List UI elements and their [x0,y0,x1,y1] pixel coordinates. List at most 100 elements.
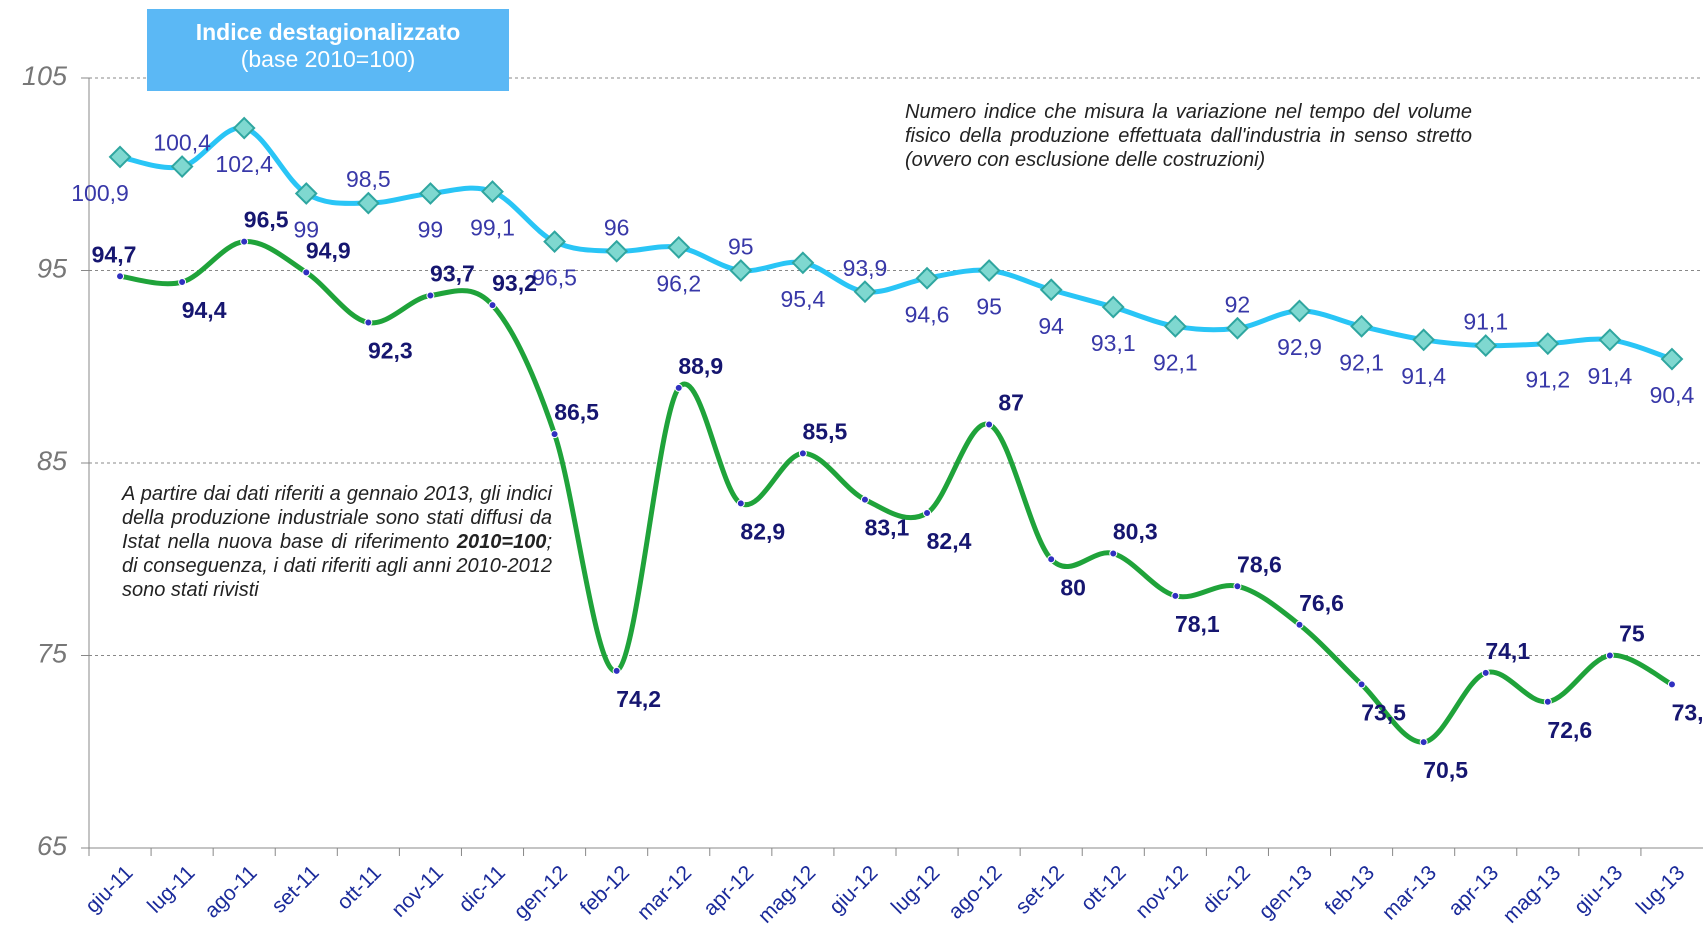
marker [178,278,187,287]
marker [853,280,877,304]
marker [1598,328,1622,352]
x-tick-label: dic-12 [1198,861,1255,918]
marker [1047,555,1056,564]
data-label: 102,4 [215,151,273,177]
data-label: 92,1 [1339,349,1384,375]
marker [612,666,621,675]
y-tick-label: 95 [37,254,68,284]
marker [736,499,745,508]
line [119,239,1674,745]
data-label: 99,1 [470,215,515,241]
x-tick-label: lug-11 [143,861,199,917]
marker [977,259,1001,282]
annotation-part: ; di conseguenza, i dati riferiti agli a… [122,531,552,601]
marker [1101,295,1125,319]
annotation-part: 2010=100 [456,531,547,553]
marker [1350,314,1373,338]
data-label: 95 [728,234,754,260]
data-label: 100,9 [71,180,129,206]
data-label: 94,4 [182,297,227,323]
marker [116,272,125,281]
marker [240,237,249,246]
x-tick-label: mag-12 [754,861,821,928]
x-tick-label: ago-11 [200,861,261,922]
data-label: 80 [1060,574,1086,600]
data-label: 96,2 [656,270,701,296]
data-label: 78,6 [1237,551,1282,577]
data-label: 93,7 [430,261,475,287]
x-tick-label: ago-12 [944,861,1007,924]
chart-subtitle: (base 2010=100) [240,46,416,72]
marker [798,449,807,458]
data-label: 73,5 [1361,699,1406,725]
marker [605,239,629,263]
marker [481,180,504,203]
marker [550,430,559,439]
marker [1357,680,1366,689]
marker [1171,591,1180,600]
marker [860,495,869,504]
data-label: 80,3 [1113,519,1158,545]
marker [426,291,435,300]
x-tick-label: apr-13 [1444,861,1503,920]
marker [302,268,311,277]
x-tick-label: gen-12 [510,861,573,924]
data-label: 88,9 [678,353,723,379]
x-tick-label: mar-12 [633,861,696,924]
annotation: A partire dai dati riferiti a gennaio 20… [122,482,552,602]
x-tick-label: feb-13 [1321,861,1379,919]
marker [232,116,256,140]
data-label: 82,4 [927,528,972,554]
data-label: 93,2 [492,270,537,296]
data-label: 90,4 [1650,382,1695,408]
x-tick-label: ott-11 [333,861,386,914]
marker [1474,334,1498,357]
data-label: 92,1 [1153,349,1198,375]
marker [1605,651,1614,660]
marker [108,145,132,169]
data-label: 72,6 [1547,717,1592,743]
data-label: 98,5 [346,166,391,192]
marker [294,182,318,205]
data-label: 87 [998,390,1024,416]
marker [1295,620,1304,629]
marker [356,191,380,215]
x-tick-label: feb-12 [576,861,634,919]
data-label: 83,1 [865,515,910,541]
marker [923,509,932,518]
x-tick-label: mag-13 [1499,861,1566,928]
marker [985,420,994,429]
x-tick-label: apr-12 [699,861,758,920]
data-label: 92,3 [368,338,413,364]
marker [1288,299,1311,323]
marker [1039,278,1063,302]
data-label: 86,5 [554,399,599,425]
marker [1543,697,1552,706]
y-tick-label: 85 [37,446,68,476]
data-label: 74,2 [616,686,661,712]
marker [488,301,497,310]
x-tick-label: set-11 [267,861,323,917]
marker [1233,582,1242,591]
x-tick-label: giu-12 [825,861,883,919]
marker [915,266,939,290]
x-tick-label: nov-11 [387,861,448,922]
data-label: 76,6 [1299,590,1344,616]
marker [543,230,566,254]
x-tick-label: dic-11 [454,861,510,917]
marker [419,182,442,205]
x-tick-label: giu-11 [81,861,137,917]
chart-title: Indice destagionalizzato [195,19,461,45]
x-tick-label: ott-12 [1076,861,1130,915]
data-label: 92 [1225,291,1251,317]
data-label: 78,1 [1175,611,1220,637]
data-label: 91,4 [1588,363,1633,389]
x-tick-label: lug-13 [1632,861,1690,919]
data-label: 91,4 [1401,363,1446,389]
x-tick-label: gen-13 [1254,861,1317,924]
data-label: 94,6 [905,301,950,327]
annotation: Numero indice che misura la variazione n… [905,101,1472,171]
data-label: 82,9 [740,519,785,545]
data-label: 95 [976,294,1002,320]
marker [791,251,815,275]
